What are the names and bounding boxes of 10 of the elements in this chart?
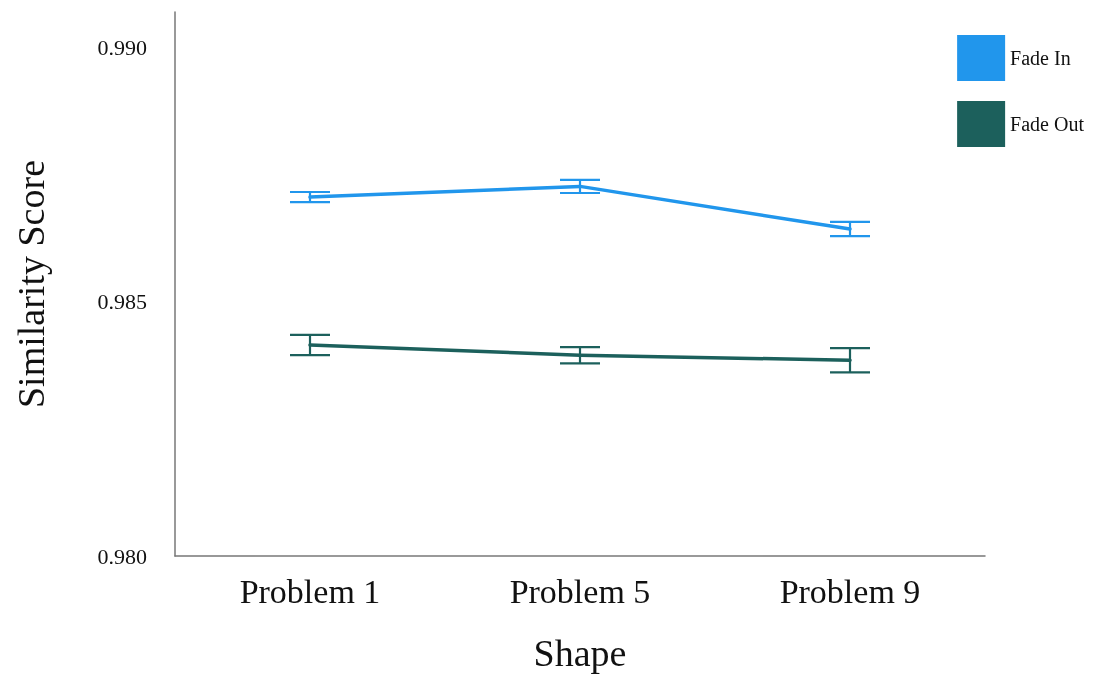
y-tick-label: 0.985: [97, 289, 147, 315]
x-tick-label: Problem 5: [509, 572, 651, 610]
x-tick-label: Problem 1: [239, 572, 381, 610]
legend-label: Fade Out: [1010, 113, 1085, 135]
legend-label: Fade In: [1010, 47, 1071, 69]
y-tick-label: 0.990: [97, 35, 147, 61]
x-axis-title: Shape: [533, 632, 627, 674]
y-tick-label: 0.980: [97, 543, 147, 569]
x-tick-label: Problem 9: [779, 572, 921, 610]
y-axis-title: Similarity Score: [10, 159, 52, 409]
